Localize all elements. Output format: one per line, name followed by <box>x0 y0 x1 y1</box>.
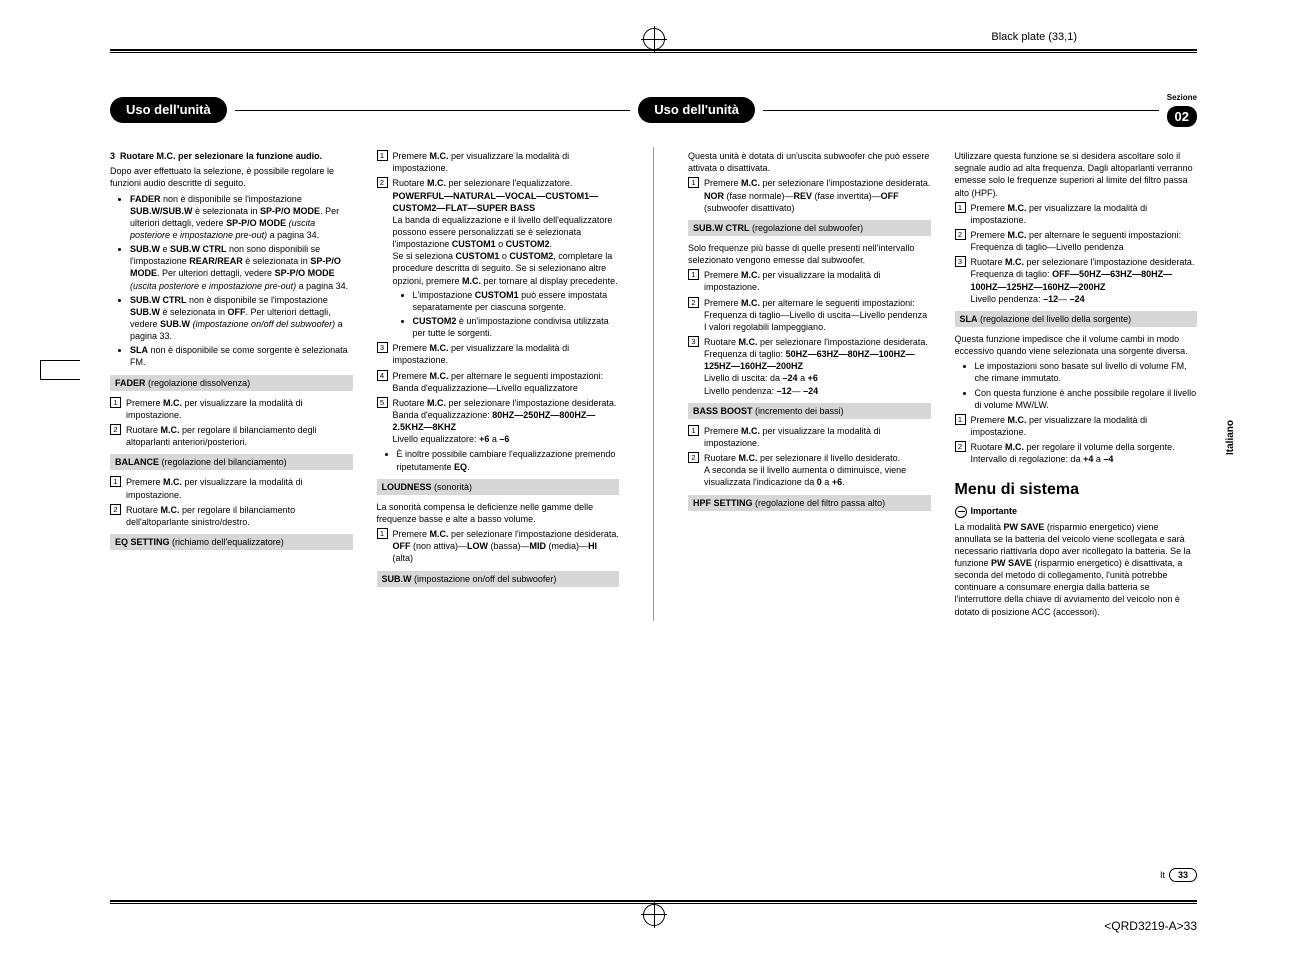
header-row: Uso dell'unità Uso dell'unità Sezione 02 <box>110 93 1197 127</box>
footer-rule <box>110 900 1197 904</box>
hpf-step-2: 2Premere M.C. per alternare le seguenti … <box>955 229 1198 253</box>
bar-subw: SUB.W (impostazione on/off del subwoofer… <box>377 571 620 587</box>
importante-label: Importante <box>955 505 1198 518</box>
bar-eq: EQ SETTING (richiamo dell'equalizzatore) <box>110 534 353 550</box>
sla-note-1: Le impostazioni sono basate sul livello … <box>975 360 1198 384</box>
note-sla: SLA non è disponibile se come sorgente è… <box>130 344 353 368</box>
sla-desc: Questa funzione impedisce che il volume … <box>955 333 1198 357</box>
page-number-oval: 33 <box>1169 868 1197 882</box>
eq-step-5: 5Ruotare M.C. per selezionare l'impostaz… <box>377 397 620 446</box>
bar-fader: FADER (regolazione dissolvenza) <box>110 375 353 391</box>
importante-body: La modalità PW SAVE (risparmio energetic… <box>955 521 1198 618</box>
sezione-block: Sezione 02 <box>1167 93 1197 127</box>
sezione-label: Sezione <box>1167 93 1197 104</box>
subwctrl-step-2: 2Premere M.C. per alternare le seguenti … <box>688 297 931 333</box>
eq-note-custom1: L'impostazione CUSTOM1 può essere impost… <box>413 289 620 313</box>
header-rule-1 <box>235 110 631 111</box>
column-2: 1Premere M.C. per visualizzare la modali… <box>377 147 620 621</box>
bar-balance: BALANCE (regolazione del bilanciamento) <box>110 454 353 470</box>
eq-step-3: 3Premere M.C. per visualizzare la modali… <box>377 342 620 366</box>
subwctrl-step-1: 1Premere M.C. per visualizzare la modali… <box>688 269 931 293</box>
subwctrl-desc: Solo frequenze più basse di quelle prese… <box>688 242 931 266</box>
sla-note-2: Con questa funzione è anche possibile re… <box>975 387 1198 411</box>
center-divider <box>653 147 654 621</box>
eq-note-button: È inoltre possibile cambiare l'equalizza… <box>397 448 620 472</box>
fader-step-1: 1Premere M.C. per visualizzare la modali… <box>110 397 353 421</box>
loudness-desc: La sonorità compensa le deficienze nelle… <box>377 501 620 525</box>
subw-desc: Questa unità è dotata di un'uscita subwo… <box>688 150 931 174</box>
hpf-step-3: 3Ruotare M.C. per selezionare l'impostaz… <box>955 256 1198 305</box>
step-3-intro: Dopo aver effettuato la selezione, è pos… <box>110 165 353 189</box>
column-4: Utilizzare questa funzione se si desider… <box>955 147 1198 621</box>
bar-loudness: LOUDNESS (sonorità) <box>377 479 620 495</box>
bar-bassboost: BASS BOOST (incremento dei bassi) <box>688 403 931 419</box>
sezione-number: 02 <box>1167 106 1197 128</box>
eq-note-custom2: CUSTOM2 è un'impostazione condivisa util… <box>413 315 620 339</box>
subwctrl-step-3: 3Ruotare M.C. per selezionare l'impostaz… <box>688 336 931 397</box>
note-subw: SUB.W e SUB.W CTRL non sono disponibili … <box>130 243 353 292</box>
subw-step-1: 1Premere M.C. per selezionare l'impostaz… <box>688 177 931 213</box>
hpf-desc: Utilizzare questa funzione se si desider… <box>955 150 1198 199</box>
note-subwctrl: SUB.W CTRL non è disponibile se l'impost… <box>130 294 353 343</box>
page-container: Black plate (33,1) Uso dell'unità Uso de… <box>0 0 1307 651</box>
importante-icon <box>955 506 967 518</box>
step-3-heading: 3 Ruotare M.C. per selezionare la funzio… <box>110 150 353 162</box>
sla-step-2: 2Ruotare M.C. per regolare il volume del… <box>955 441 1198 465</box>
header-tab-left: Uso dell'unità <box>110 97 227 123</box>
balance-step-2: 2Ruotare M.C. per regolare il bilanciame… <box>110 504 353 528</box>
eq-step-4: 4Premere M.C. per alternare le seguenti … <box>377 370 620 394</box>
balance-step-1: 1Premere M.C. per visualizzare la modali… <box>110 476 353 500</box>
audio-notes-list: FADER non è disponibile se l'impostazion… <box>130 193 353 369</box>
hpf-step-1: 1Premere M.C. per visualizzare la modali… <box>955 202 1198 226</box>
bar-hpf: HPF SETTING (regolazione del filtro pass… <box>688 495 931 511</box>
bassboost-step-1: 1Premere M.C. per visualizzare la modali… <box>688 425 931 449</box>
loudness-step-1: 1Premere M.C. per selezionare l'impostaz… <box>377 528 620 564</box>
eq-step-2: 2Ruotare M.C. per selezionare l'equalizz… <box>377 177 620 339</box>
eq-step-1: 1Premere M.C. per visualizzare la modali… <box>377 150 620 174</box>
page-number: It 33 <box>1160 868 1197 882</box>
note-fader: FADER non è disponibile se l'impostazion… <box>130 193 353 242</box>
main-columns: 3 Ruotare M.C. per selezionare la funzio… <box>110 147 1197 621</box>
sla-step-1: 1Premere M.C. per visualizzare la modali… <box>955 414 1198 438</box>
crop-plus-v-top <box>654 26 655 52</box>
fader-step-2: 2Ruotare M.C. per regolare il bilanciame… <box>110 424 353 448</box>
side-registration-mark <box>40 360 80 380</box>
header-rule-2 <box>763 110 1159 111</box>
column-3: Questa unità è dotata di un'uscita subwo… <box>688 147 931 621</box>
bassboost-step-2: 2Ruotare M.C. per selezionare il livello… <box>688 452 931 488</box>
menu-heading: Menu di sistema <box>955 479 1198 501</box>
footer-ref: <QRD3219-A>33 <box>1104 918 1197 934</box>
bar-subwctrl: SUB.W CTRL (regolazione del subwoofer) <box>688 220 931 236</box>
column-1: 3 Ruotare M.C. per selezionare la funzio… <box>110 147 353 621</box>
bar-sla: SLA (regolazione del livello della sorge… <box>955 311 1198 327</box>
header-tab-right: Uso dell'unità <box>638 97 755 123</box>
crop-plus-v-bot <box>654 902 655 928</box>
side-language-tab: Italiano <box>1224 420 1238 455</box>
